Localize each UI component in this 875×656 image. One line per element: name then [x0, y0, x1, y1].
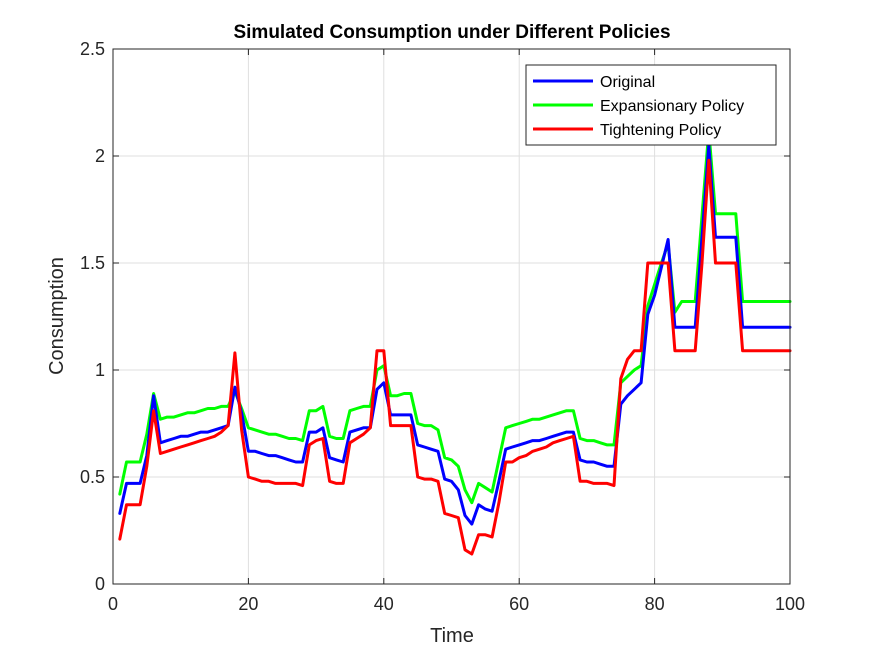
y-tick-label: 0	[95, 574, 105, 594]
series-lines	[118, 128, 792, 556]
y-axis-ticks: 0 0.5 1 1.5 2 2.5	[80, 39, 790, 594]
legend-label-expansionary: Expansionary Policy	[600, 98, 744, 115]
x-tick-label: 40	[374, 594, 394, 614]
y-tick-label: 2	[95, 146, 105, 166]
series-line-tightening-policy	[118, 158, 792, 556]
x-tick-label: 100	[775, 594, 805, 614]
x-tick-label: 80	[645, 594, 665, 614]
x-tick-label: 60	[509, 594, 529, 614]
series-line-original	[118, 143, 792, 526]
x-tick-label: 20	[238, 594, 258, 614]
x-axis-label: Time	[430, 625, 474, 647]
chart-title: Simulated Consumption under Different Po…	[233, 22, 670, 43]
x-axis-ticks: 0 20 40 60 80 100	[108, 49, 805, 614]
y-tick-label: 0.5	[80, 467, 105, 487]
x-tick-label: 0	[108, 594, 118, 614]
legend-label-tightening: Tightening Policy	[600, 122, 721, 139]
y-axis-label: Consumption	[46, 257, 68, 375]
legend: Original Expansionary Policy Tightening …	[525, 64, 777, 146]
y-tick-label: 2.5	[80, 39, 105, 59]
legend-label-original: Original	[600, 74, 655, 91]
y-tick-label: 1.5	[80, 253, 105, 273]
y-tick-label: 1	[95, 360, 105, 380]
plot-frame	[112, 48, 791, 585]
